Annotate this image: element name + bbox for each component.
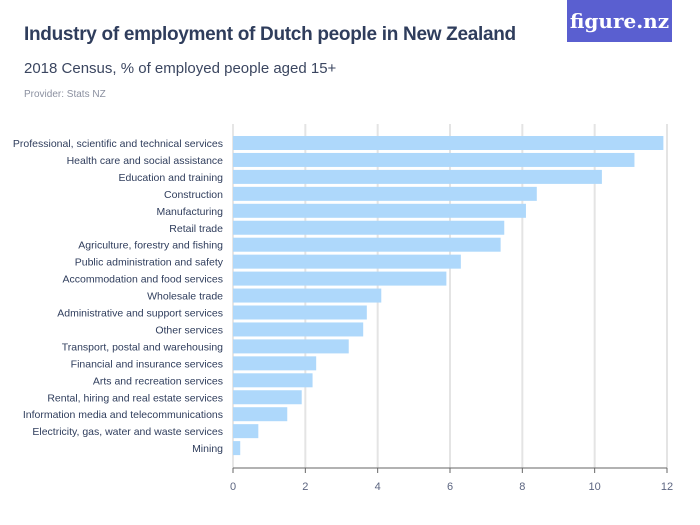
category-label: Mining [192, 443, 223, 455]
bar [233, 254, 461, 269]
chart-title: Industry of employment of Dutch people i… [24, 24, 516, 45]
bar [233, 271, 447, 286]
bar [233, 424, 259, 439]
category-label: Other services [155, 324, 223, 336]
category-label: Rental, hiring and real estate services [47, 392, 223, 404]
x-tick-label: 6 [447, 481, 453, 493]
category-label: Education and training [119, 172, 224, 184]
bar [233, 356, 317, 371]
bar [233, 305, 367, 320]
category-label: Arts and recreation services [93, 375, 223, 387]
category-label: Construction [164, 189, 223, 201]
x-tick-label: 4 [375, 481, 381, 493]
category-label: Financial and insurance services [71, 358, 223, 370]
category-label: Wholesale trade [147, 291, 223, 303]
category-label: Administrative and support services [57, 308, 223, 320]
x-tick-label: 0 [230, 481, 236, 493]
category-label: Manufacturing [156, 206, 223, 218]
category-label: Retail trade [169, 223, 223, 235]
bar [233, 169, 602, 184]
bar [233, 152, 635, 167]
x-tick-label: 12 [661, 481, 673, 493]
category-label: Health care and social assistance [67, 155, 224, 167]
x-tick-label: 2 [302, 481, 308, 493]
x-tick-label: 8 [519, 481, 525, 493]
bar [233, 390, 302, 405]
bar [233, 407, 288, 422]
bar [233, 288, 382, 303]
category-label: Professional, scientific and technical s… [13, 138, 223, 150]
category-label: Information media and telecommunications [23, 409, 223, 421]
category-label: Public administration and safety [75, 257, 224, 269]
bar [233, 322, 364, 337]
bar [233, 237, 501, 252]
category-label: Accommodation and food services [63, 274, 224, 286]
bar [233, 136, 664, 150]
bar [233, 339, 349, 354]
bar [233, 373, 313, 388]
figure-nz-logo[interactable]: figure.nz [567, 0, 672, 42]
category-label: Agriculture, forestry and fishing [78, 240, 223, 252]
category-label: Transport, postal and warehousing [62, 341, 223, 353]
category-label: Electricity, gas, water and waste servic… [32, 426, 223, 438]
bar [233, 186, 537, 201]
chart-subtitle: 2018 Census, % of employed people aged 1… [24, 60, 337, 77]
provider-label: Provider: Stats NZ [24, 89, 106, 100]
bar [233, 220, 505, 235]
x-tick-label: 10 [589, 481, 601, 493]
bar [233, 441, 241, 456]
bar [233, 203, 526, 218]
